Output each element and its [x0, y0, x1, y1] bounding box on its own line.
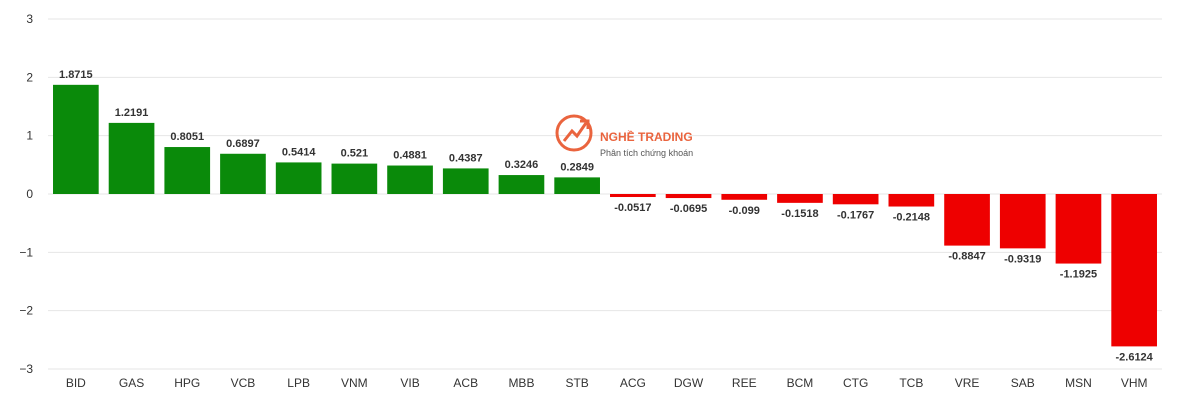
- y-tick-label: −2: [19, 304, 33, 318]
- data-label: 1.2191: [115, 107, 149, 119]
- bar-gas: [108, 122, 155, 194]
- y-axis-ticks: 3 2 1 0 −1 −2 −3: [19, 12, 33, 376]
- y-tick-label: 1: [26, 129, 33, 143]
- x-tick-label: LPB: [287, 376, 310, 390]
- bar-vhm: [1111, 194, 1157, 347]
- trading-logo-icon: [555, 114, 593, 152]
- bar-bid: [53, 84, 99, 194]
- watermark-title: NGHỀ TRADING: [600, 129, 693, 144]
- data-label: 0.3246: [505, 159, 539, 171]
- x-axis-ticks: BID GAS HPG VCB LPB VNM VIB ACB MBB STB ACG DGW REE B…: [66, 376, 1148, 390]
- watermark: NGHỀ TRADING Phân tích chứng khoán: [555, 114, 693, 158]
- bar-stb: [554, 177, 600, 194]
- data-label: 0.2849: [560, 161, 594, 173]
- data-label: 0.521: [341, 148, 369, 160]
- x-tick-label: MSN: [1065, 376, 1092, 390]
- x-tick-label: VRE: [955, 376, 980, 390]
- y-tick-label: 0: [26, 187, 33, 201]
- bar-vre: [944, 194, 990, 246]
- data-label: 0.8051: [170, 131, 204, 143]
- y-tick-label: 3: [26, 12, 33, 26]
- data-label: -0.0695: [670, 203, 707, 215]
- x-tick-label: VCB: [231, 376, 256, 390]
- data-label: 0.6897: [226, 138, 260, 150]
- data-label: -2.6124: [1115, 351, 1153, 363]
- x-tick-label: STB: [565, 376, 588, 390]
- bar-acb: [442, 168, 489, 194]
- x-tick-label: GAS: [119, 376, 144, 390]
- y-tick-label: −1: [19, 245, 33, 259]
- bars: [53, 84, 1157, 347]
- grid-lines: [48, 18, 1162, 370]
- bar-mbb: [498, 175, 545, 194]
- x-tick-label: BCM: [787, 376, 814, 390]
- bar-acg: [610, 194, 656, 198]
- bar-lpb: [275, 162, 322, 194]
- y-tick-label: 2: [26, 70, 33, 84]
- x-tick-label: HPG: [174, 376, 200, 390]
- data-label: -0.0517: [614, 202, 651, 214]
- x-tick-label: REE: [732, 376, 757, 390]
- bar-sab: [999, 194, 1046, 249]
- x-tick-label: VIB: [400, 376, 419, 390]
- bar-bcm: [777, 194, 823, 203]
- x-tick-label: TCB: [899, 376, 923, 390]
- x-tick-label: CTG: [843, 376, 868, 390]
- bar-vcb: [220, 153, 266, 194]
- bar-hpg: [164, 147, 211, 194]
- x-tick-label: SAB: [1011, 376, 1035, 390]
- data-label: 0.5414: [282, 146, 317, 158]
- watermark-subtitle: Phân tích chứng khoán: [600, 148, 693, 158]
- bar-tcb: [888, 194, 935, 207]
- x-tick-label: MBB: [508, 376, 534, 390]
- data-label: 0.4387: [449, 152, 483, 164]
- bar-vnm: [331, 163, 378, 194]
- x-tick-label: DGW: [674, 376, 704, 390]
- bar-vib: [387, 165, 433, 194]
- data-label: -0.099: [729, 205, 760, 217]
- data-labels: 1.8715 1.2191 0.8051 0.6897 0.5414 0.521 0.488…: [59, 69, 1154, 364]
- data-label: -0.1518: [781, 208, 818, 220]
- data-label: -0.2148: [893, 212, 930, 224]
- data-label: -0.1767: [837, 209, 874, 221]
- data-label: 0.4881: [393, 150, 427, 162]
- x-tick-label: ACG: [620, 376, 646, 390]
- x-tick-label: VNM: [341, 376, 368, 390]
- x-tick-label: VHM: [1121, 376, 1148, 390]
- bar-msn: [1055, 194, 1102, 264]
- bar-ctg: [832, 194, 879, 205]
- x-tick-label: ACB: [453, 376, 478, 390]
- x-tick-label: BID: [66, 376, 86, 390]
- data-label: -0.8847: [948, 251, 985, 263]
- bar-ree: [721, 194, 768, 200]
- data-label: -0.9319: [1004, 253, 1041, 265]
- bar-dgw: [665, 194, 712, 199]
- data-label: -1.1925: [1060, 269, 1097, 281]
- data-label: 1.8715: [59, 69, 93, 81]
- y-tick-label: −3: [19, 362, 33, 376]
